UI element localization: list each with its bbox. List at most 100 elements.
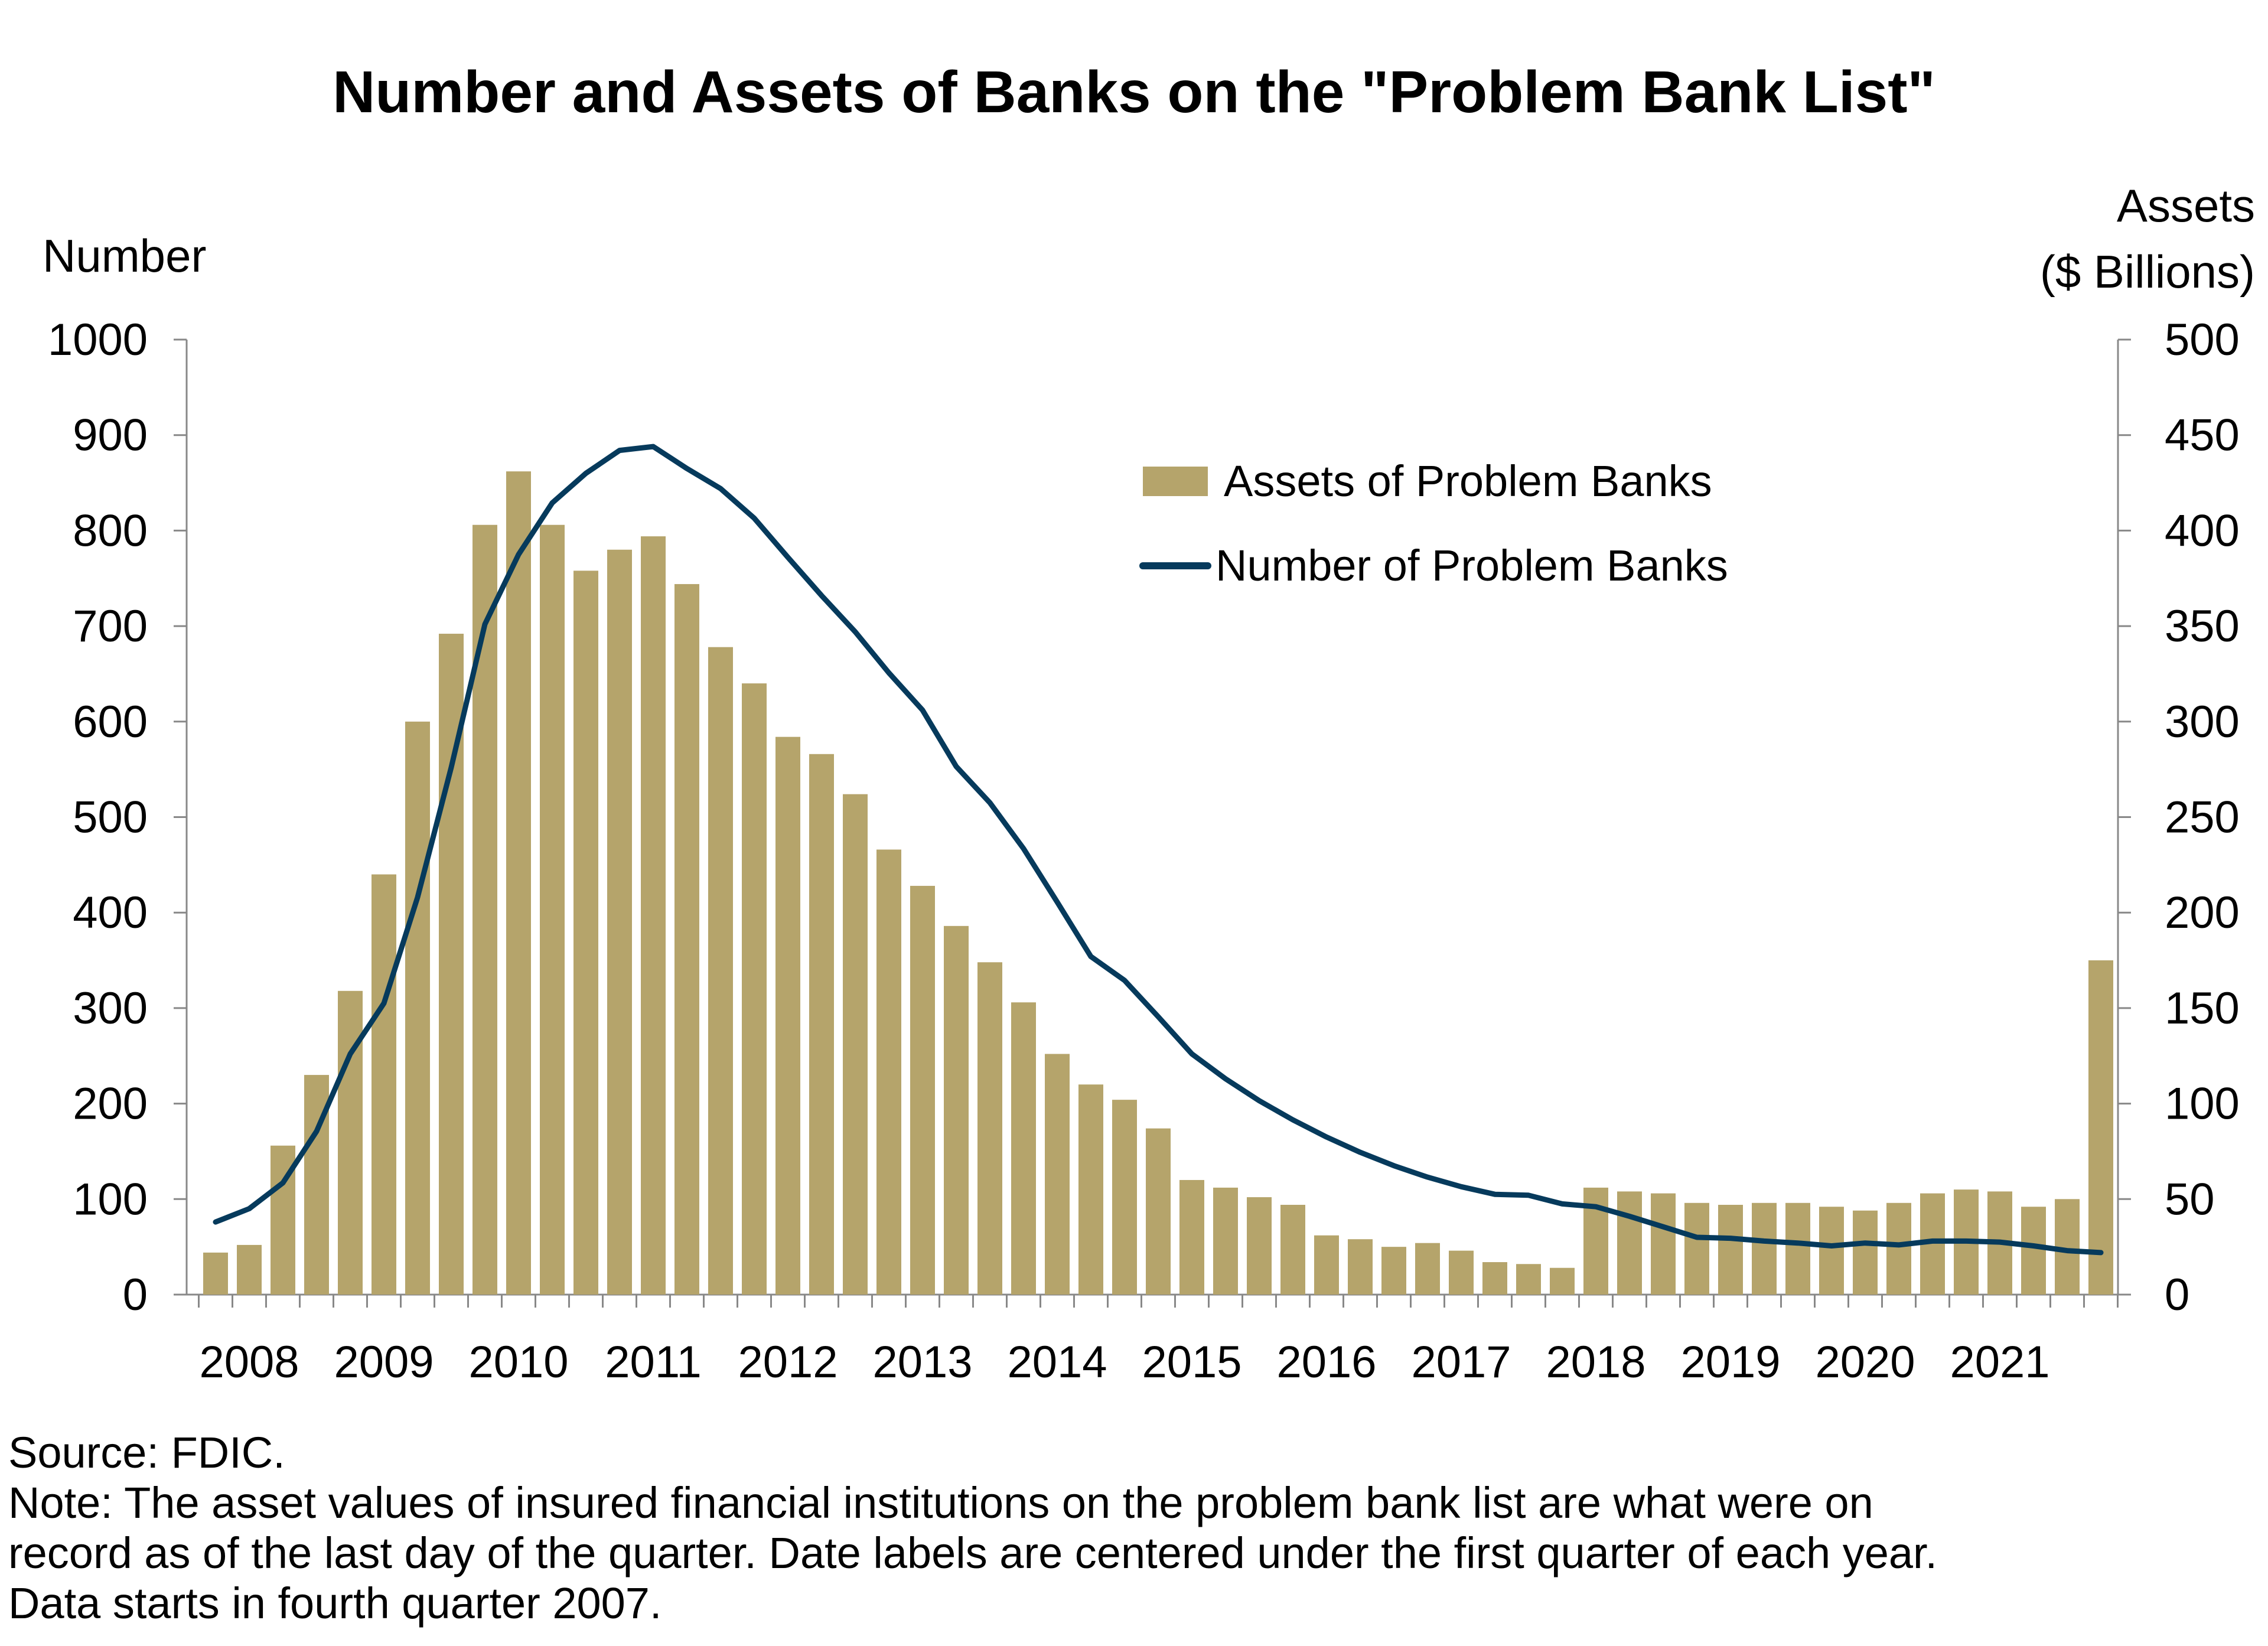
x-tick-label-year: 2020 <box>1815 1337 1915 1387</box>
asset-bar <box>1785 1202 1810 1295</box>
asset-bar <box>944 925 969 1295</box>
asset-bar <box>1179 1179 1204 1295</box>
x-tick-label-year: 2009 <box>334 1337 434 1387</box>
asset-bar <box>1886 1202 1911 1295</box>
x-tick-label-year: 2013 <box>872 1337 972 1387</box>
asset-bar <box>1381 1247 1406 1295</box>
asset-bar <box>540 524 565 1295</box>
right-tick-label: 400 <box>2165 506 2240 556</box>
asset-bar <box>1684 1202 1709 1295</box>
asset-bar <box>1819 1207 1844 1295</box>
asset-bar <box>1078 1084 1103 1295</box>
asset-bar <box>1045 1054 1070 1295</box>
x-tick-label-year: 2021 <box>1950 1337 2049 1387</box>
asset-bar <box>2088 960 2113 1295</box>
note-line-1: Note: The asset values of insured financ… <box>8 1478 1873 1527</box>
x-tick-label-year: 2015 <box>1142 1337 1241 1387</box>
right-tick-label: 100 <box>2165 1079 2240 1129</box>
asset-bar <box>1516 1264 1541 1295</box>
chart-title: Number and Assets of Banks on the "Probl… <box>333 59 1935 125</box>
asset-bar <box>506 471 531 1295</box>
legend-assets-swatch <box>1143 467 1208 496</box>
asset-bar <box>1146 1128 1171 1295</box>
asset-bar <box>1280 1205 1305 1295</box>
left-tick-label: 0 <box>123 1270 148 1320</box>
asset-bar <box>1617 1191 1642 1295</box>
asset-bar <box>708 647 733 1295</box>
right-tick-label: 200 <box>2165 888 2240 938</box>
asset-bar <box>1752 1202 1777 1295</box>
x-tick-label-year: 2016 <box>1276 1337 1376 1387</box>
note-line-3: Data starts in fourth quarter 2007. <box>8 1579 662 1628</box>
asset-bar <box>237 1244 262 1295</box>
asset-bar <box>674 584 699 1295</box>
right-axis-label-line1: Assets <box>2117 180 2255 232</box>
left-tick-label: 200 <box>73 1079 148 1129</box>
left-axis-label: Number <box>43 230 206 282</box>
bars <box>203 471 2113 1295</box>
left-tick-label: 100 <box>73 1174 148 1224</box>
asset-bar <box>472 524 497 1295</box>
left-tick-label: 1000 <box>48 315 148 365</box>
right-tick-label: 0 <box>2165 1270 2189 1320</box>
asset-bar <box>1247 1197 1272 1295</box>
left-tick-label: 800 <box>73 506 148 556</box>
x-tick-label-year: 2010 <box>468 1337 568 1387</box>
note-line-2: record as of the last day of the quarter… <box>8 1528 1937 1577</box>
asset-bar <box>1112 1100 1137 1295</box>
legend: Assets of Problem Banks Number of Proble… <box>1139 457 1728 590</box>
asset-bar <box>405 721 430 1295</box>
source-note: Source: FDIC. <box>8 1428 285 1477</box>
left-tick-label: 400 <box>73 888 148 938</box>
asset-bar <box>876 849 901 1295</box>
right-axis-label-line2: ($ Billions) <box>2040 246 2255 298</box>
asset-bar <box>1449 1250 1474 1295</box>
number-of-problem-banks-line <box>213 444 2104 1256</box>
asset-bar <box>1482 1262 1507 1295</box>
right-tick-label: 300 <box>2165 697 2240 747</box>
asset-bar <box>641 536 666 1295</box>
asset-bar <box>573 571 598 1295</box>
asset-bar <box>607 549 632 1295</box>
asset-bar <box>977 962 1002 1295</box>
asset-bar <box>910 885 935 1295</box>
left-tick-label: 900 <box>73 410 148 461</box>
asset-bar <box>1213 1187 1238 1295</box>
asset-bar <box>203 1252 228 1295</box>
x-tick-label-year: 2011 <box>605 1337 701 1387</box>
axes: 0 100 200 300 400 500 600 700 800 900 1000 0 50 100 15… <box>48 315 2240 1387</box>
left-tick-label: 600 <box>73 697 148 747</box>
asset-bar <box>1314 1235 1339 1295</box>
x-tick-label-year: 2014 <box>1007 1337 1107 1387</box>
right-tick-label: 450 <box>2165 410 2240 461</box>
asset-bar <box>843 794 868 1295</box>
left-tick-label: 700 <box>73 601 148 651</box>
asset-bar <box>1853 1210 1878 1295</box>
asset-bar <box>2021 1207 2046 1295</box>
right-tick-label: 150 <box>2165 983 2240 1034</box>
asset-bar <box>1651 1193 1676 1295</box>
asset-bar <box>1550 1267 1575 1295</box>
right-tick-label: 350 <box>2165 601 2240 651</box>
x-tick-label-year: 2017 <box>1411 1337 1511 1387</box>
right-tick-label: 250 <box>2165 793 2240 843</box>
asset-bar <box>1348 1239 1373 1295</box>
x-tick-label-year: 2012 <box>738 1337 838 1387</box>
x-tick-label-year: 2019 <box>1680 1337 1780 1387</box>
right-tick-label: 500 <box>2165 315 2240 365</box>
asset-bar <box>439 634 464 1295</box>
asset-bar <box>1011 1002 1036 1295</box>
x-tick-label-year: 2008 <box>199 1337 299 1387</box>
asset-bar <box>742 683 767 1295</box>
asset-bar <box>809 754 834 1295</box>
left-tick-label: 300 <box>73 983 148 1034</box>
asset-bar <box>372 874 396 1295</box>
left-tick-label: 500 <box>73 793 148 843</box>
asset-bar <box>1415 1243 1440 1295</box>
asset-bar <box>1718 1205 1743 1295</box>
right-tick-label: 50 <box>2165 1174 2215 1224</box>
asset-bar <box>775 736 800 1295</box>
legend-number-label: Number of Problem Banks <box>1216 541 1728 590</box>
legend-assets-label: Assets of Problem Banks <box>1224 457 1712 506</box>
